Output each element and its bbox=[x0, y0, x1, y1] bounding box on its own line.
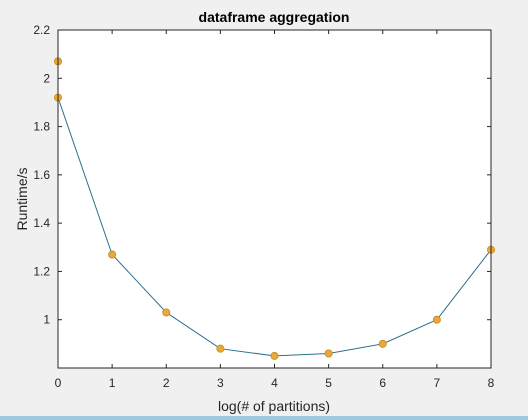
x-tick-label: 2 bbox=[163, 376, 170, 390]
x-axis-label: log(# of partitions) bbox=[218, 398, 330, 414]
y-tick-label: 1.2 bbox=[33, 264, 50, 278]
y-tick-label: 2 bbox=[43, 71, 50, 85]
data-point bbox=[163, 309, 170, 316]
y-tick-label: 1.4 bbox=[33, 216, 50, 230]
window-bottom-border bbox=[0, 416, 528, 420]
x-tick-label: 1 bbox=[109, 376, 116, 390]
x-tick-label: 3 bbox=[217, 376, 224, 390]
x-tick-label: 7 bbox=[434, 376, 441, 390]
x-tick-label: 4 bbox=[271, 376, 278, 390]
x-tick-label: 6 bbox=[379, 376, 386, 390]
axes-background bbox=[58, 30, 491, 368]
x-tick-label: 5 bbox=[325, 376, 332, 390]
y-tick-label: 1 bbox=[43, 313, 50, 327]
data-point bbox=[325, 350, 332, 357]
x-tick-label: 8 bbox=[488, 376, 495, 390]
data-point bbox=[379, 340, 386, 347]
data-point bbox=[271, 352, 278, 359]
chart-title: dataframe aggregation bbox=[199, 9, 350, 25]
data-point bbox=[433, 316, 440, 323]
y-axis-label: Runtime/s bbox=[14, 167, 30, 230]
data-point bbox=[217, 345, 224, 352]
y-tick-label: 1.6 bbox=[33, 168, 50, 182]
y-tick-label: 1.8 bbox=[33, 120, 50, 134]
data-point bbox=[109, 251, 116, 258]
x-tick-label: 0 bbox=[55, 376, 62, 390]
y-tick-label: 2.2 bbox=[33, 23, 50, 37]
